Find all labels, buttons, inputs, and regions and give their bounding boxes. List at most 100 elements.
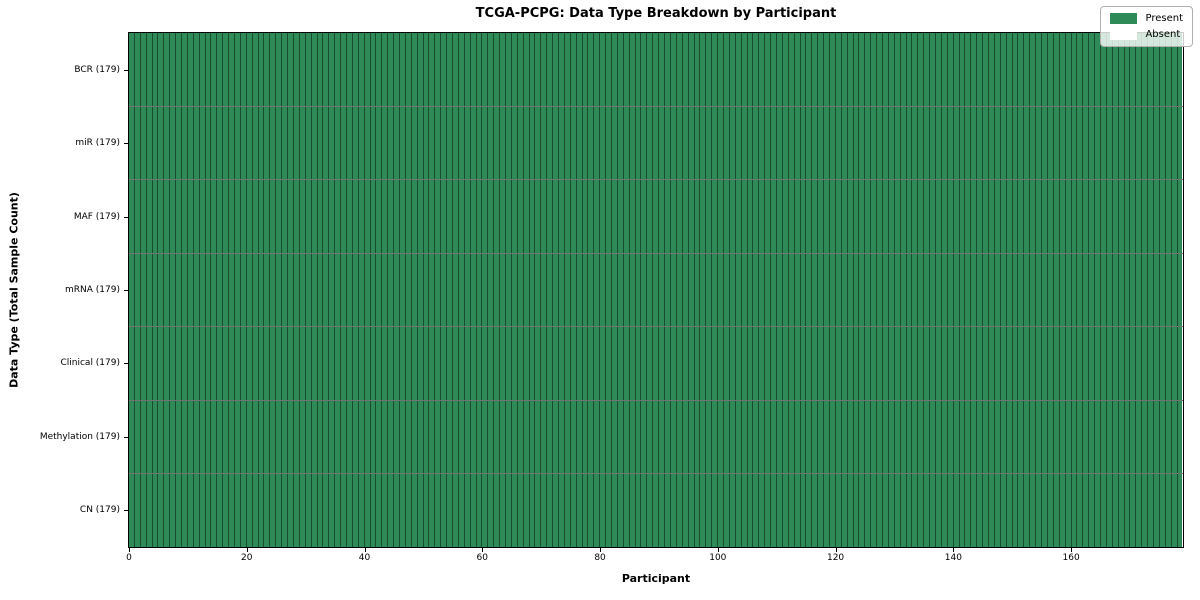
- matrix-cell: [612, 106, 618, 180]
- matrix-cell: [341, 180, 347, 253]
- matrix-cell: [912, 180, 919, 253]
- matrix-cell: [776, 327, 783, 400]
- matrix-cell: [170, 180, 177, 253]
- matrix-cell: [511, 106, 518, 180]
- matrix-cell: [1165, 474, 1172, 548]
- matrix-cell: [364, 33, 371, 106]
- matrix-cell: [729, 33, 736, 106]
- matrix-cell: [1000, 180, 1007, 253]
- matrix-cell: [164, 33, 171, 106]
- matrix-cell: [688, 400, 695, 474]
- matrix-cell: [1030, 253, 1037, 327]
- matrix-cell: [205, 400, 212, 474]
- matrix-cell: [217, 253, 224, 327]
- matrix-cell: [812, 33, 819, 106]
- matrix-cell: [800, 327, 807, 400]
- matrix-cell: [376, 106, 383, 180]
- matrix-cell: [888, 327, 895, 400]
- matrix-cell: [399, 106, 406, 180]
- matrix-cell: [871, 327, 878, 400]
- matrix-cell: [1124, 400, 1131, 474]
- matrix-cell: [612, 400, 618, 474]
- matrix-cell: [399, 33, 406, 106]
- y-tick-label: mRNA (179): [65, 285, 120, 295]
- matrix-cell: [417, 327, 424, 400]
- matrix-cell: [240, 400, 247, 474]
- matrix-cell: [1065, 33, 1072, 106]
- matrix-cell: [912, 327, 919, 400]
- matrix-cell: [217, 327, 224, 400]
- matrix-cell: [435, 33, 442, 106]
- matrix-cell: [293, 474, 300, 548]
- matrix-cell: [617, 474, 624, 548]
- matrix-cell: [594, 474, 601, 548]
- matrix-cell: [971, 327, 978, 400]
- matrix-cell: [329, 474, 336, 548]
- matrix-cell: [835, 33, 842, 106]
- matrix-cell: [1124, 106, 1131, 180]
- matrix-cell: [235, 474, 241, 548]
- matrix-cell: [517, 253, 524, 327]
- matrix-cell: [335, 33, 342, 106]
- matrix-cell: [170, 474, 177, 548]
- matrix-cell: [494, 327, 501, 400]
- x-tick-mark: [482, 548, 484, 552]
- matrix-cell: [1124, 253, 1131, 327]
- matrix-cell: [641, 327, 648, 400]
- matrix-cell: [246, 180, 253, 253]
- matrix-cell: [918, 400, 925, 474]
- x-tick-label: 60: [476, 553, 489, 563]
- matrix-cell: [447, 106, 453, 180]
- matrix-cell: [146, 253, 153, 327]
- matrix-cell: [270, 327, 277, 400]
- matrix-cell: [941, 180, 948, 253]
- matrix-cell: [818, 106, 825, 180]
- matrix-cell: [771, 474, 777, 548]
- matrix-cell: [517, 33, 524, 106]
- matrix-cell: [388, 180, 395, 253]
- matrix-cell: [718, 180, 724, 253]
- matrix-cell: [700, 180, 707, 253]
- matrix-cell: [182, 180, 188, 253]
- matrix-cell: [806, 33, 813, 106]
- matrix-cell: [376, 33, 383, 106]
- matrix-cell: [341, 327, 347, 400]
- matrix-cell: [223, 327, 230, 400]
- matrix-cell: [912, 33, 919, 106]
- matrix-cell: [1095, 33, 1101, 106]
- matrix-cell: [659, 474, 666, 548]
- matrix-cell: [358, 253, 365, 327]
- matrix-cell: [841, 474, 848, 548]
- matrix-cell: [187, 180, 194, 253]
- matrix-cell: [358, 180, 365, 253]
- matrix-cell: [623, 106, 630, 180]
- matrix-cell: [476, 106, 483, 180]
- matrix-cell: [276, 253, 283, 327]
- matrix-cell: [930, 180, 937, 253]
- y-tick-mark: [124, 69, 128, 71]
- matrix-cell: [447, 474, 453, 548]
- matrix-cell: [152, 474, 159, 548]
- matrix-cell: [494, 474, 501, 548]
- matrix-cell: [824, 33, 830, 106]
- matrix-cell: [1106, 106, 1113, 180]
- matrix-cell: [918, 474, 925, 548]
- matrix-cell: [1136, 106, 1143, 180]
- matrix-cell: [541, 106, 548, 180]
- matrix-cell: [1071, 253, 1078, 327]
- matrix-cell: [146, 474, 153, 548]
- matrix-cell: [152, 180, 159, 253]
- matrix-cell: [158, 180, 165, 253]
- matrix-cell: [653, 106, 660, 180]
- matrix-cell: [1118, 33, 1125, 106]
- matrix-cell: [246, 400, 253, 474]
- matrix-cell: [765, 180, 772, 253]
- matrix-cell: [617, 253, 624, 327]
- matrix-cell: [1165, 180, 1172, 253]
- matrix-cell: [794, 327, 801, 400]
- y-tick-label: Methylation (179): [39, 431, 120, 442]
- matrix-cell: [452, 253, 459, 327]
- matrix-cell: [629, 106, 636, 180]
- matrix-cell: [665, 33, 671, 106]
- matrix-cell: [500, 474, 506, 548]
